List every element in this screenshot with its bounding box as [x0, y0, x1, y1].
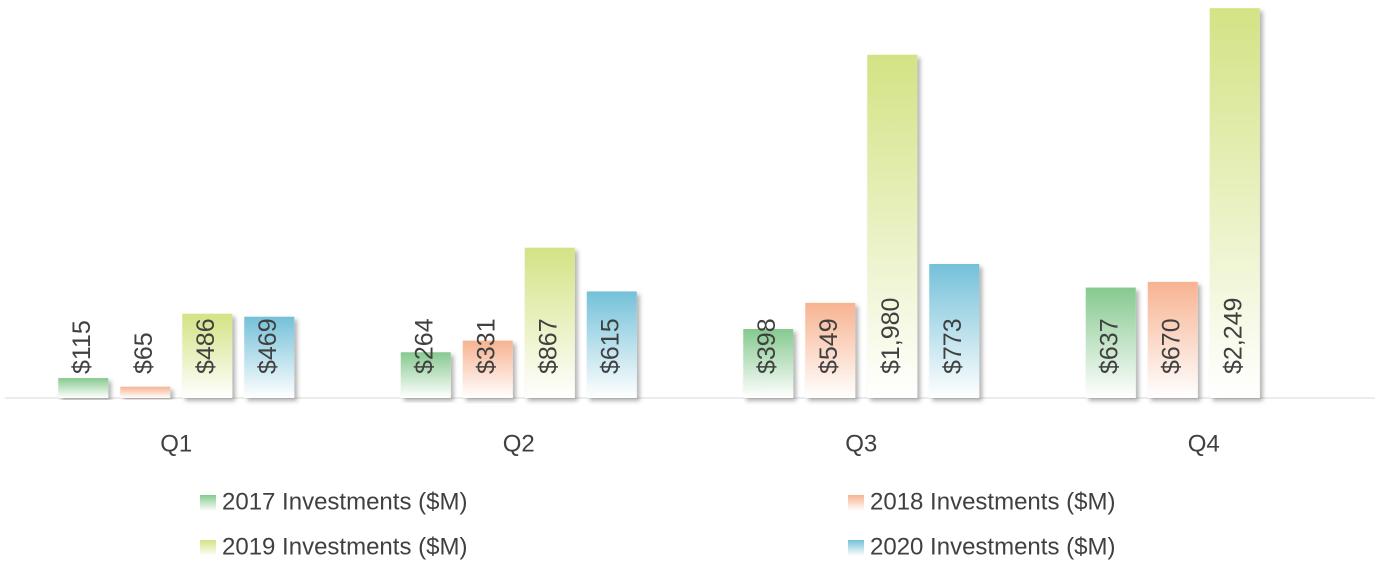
value-label: $65 — [130, 332, 158, 374]
bar — [929, 264, 980, 398]
bar — [1085, 287, 1136, 398]
value-label: $1,980 — [877, 298, 905, 374]
bar — [58, 378, 109, 398]
legend-swatch — [200, 495, 216, 511]
bar — [462, 340, 513, 398]
legend-label: 2020 Investments ($M) — [870, 533, 1115, 560]
value-label: $867 — [534, 318, 562, 374]
bar — [120, 386, 171, 398]
bar — [1209, 8, 1260, 398]
bar — [400, 352, 451, 398]
bar — [586, 291, 637, 398]
value-label: $637 — [1095, 318, 1123, 374]
value-label: $2,249 — [1219, 298, 1247, 374]
x-tick-label: Q1 — [160, 430, 192, 457]
legend-label: 2017 Investments ($M) — [222, 488, 467, 515]
x-tick-label: Q4 — [1188, 430, 1220, 457]
legend-label: 2018 Investments ($M) — [870, 488, 1115, 515]
value-label: $670 — [1157, 318, 1185, 374]
value-label: $549 — [815, 318, 843, 374]
value-label: $615 — [596, 318, 624, 374]
value-label: $486 — [192, 318, 220, 374]
bar — [182, 313, 233, 398]
bar — [805, 302, 856, 398]
bar — [743, 329, 794, 398]
value-label: $398 — [753, 318, 781, 374]
value-label: $773 — [939, 318, 967, 374]
value-label: $264 — [410, 318, 438, 374]
legend-swatch — [848, 540, 864, 556]
bar — [244, 316, 295, 398]
value-label: $115 — [68, 320, 96, 374]
legend-label: 2019 Investments ($M) — [222, 533, 467, 560]
x-tick-label: Q3 — [845, 430, 877, 457]
legend-swatch — [848, 495, 864, 511]
value-label: $331 — [472, 318, 500, 374]
x-tick-label: Q2 — [503, 430, 535, 457]
bar — [524, 247, 575, 398]
legend-swatch — [200, 540, 216, 556]
bar — [1147, 281, 1198, 398]
value-label: $469 — [254, 318, 282, 374]
bar — [867, 54, 918, 399]
